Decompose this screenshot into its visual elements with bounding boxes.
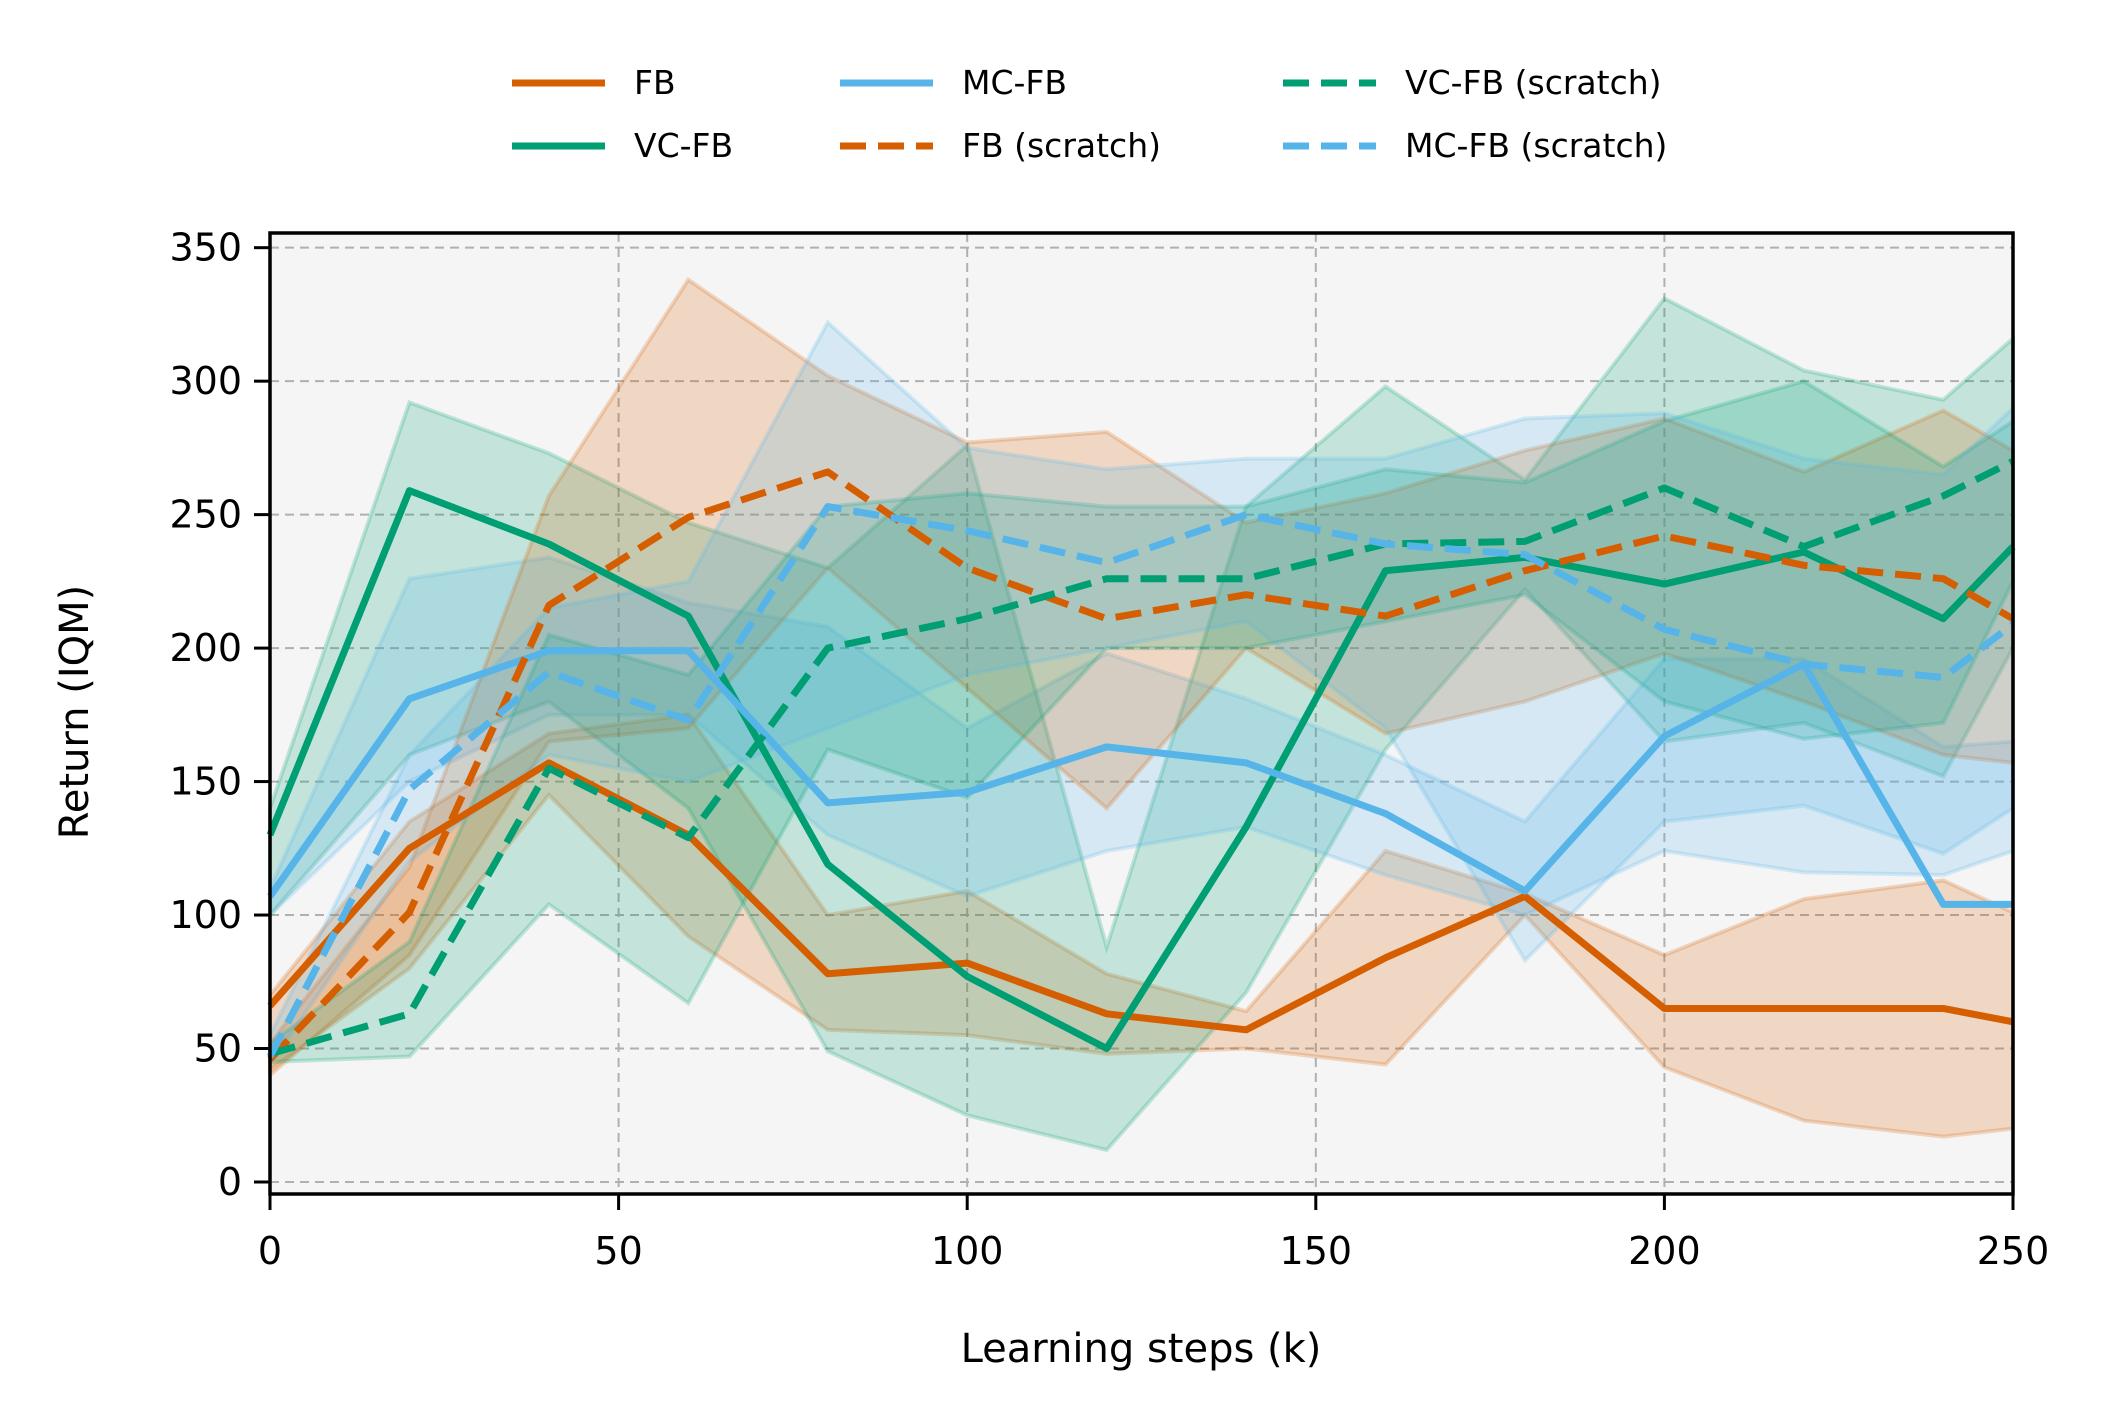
y-tick-label: 350: [169, 226, 242, 270]
y-tick-label: 50: [194, 1027, 242, 1071]
plot-background: [270, 233, 2013, 1194]
y-axis-label: Return (IQM): [52, 585, 98, 839]
legend-label: FB (scratch): [962, 126, 1161, 165]
grid: [269, 233, 2014, 1194]
x-tick-label: 100: [931, 1229, 1004, 1273]
y-tick-label: 150: [169, 760, 242, 804]
legend: FB VC-FB MC-FB FB (scratch) VC-FB (scratch) M…: [512, 63, 1667, 165]
series-lines: [266, 458, 2016, 1062]
x-axis-label: Learning steps (k): [961, 1326, 1322, 1372]
y-tick-label: 200: [169, 626, 242, 670]
line-mc-fb: [267, 647, 2013, 908]
y-tick-label: 100: [169, 893, 242, 937]
x-tick-label: 250: [1977, 1229, 2050, 1273]
line-fb: [267, 759, 2014, 1034]
line-vc-fb-scratch: [269, 458, 2015, 1058]
legend-label: MC-FB (scratch): [1405, 126, 1667, 165]
line-vc-fb: [266, 487, 2016, 1053]
legend-label: MC-FB: [962, 63, 1067, 102]
x-tick-label: 0: [258, 1229, 282, 1273]
x-tick-label: 200: [1628, 1229, 1701, 1273]
ticks: 0 50 100 150 200 250 300 350 0 50 100 150 200 250: [169, 226, 2049, 1273]
x-tick-label: 50: [594, 1229, 642, 1273]
x-tick-label: 150: [1280, 1229, 1353, 1273]
plot-frame: [268, 231, 2015, 1196]
line-fb-scratch: [267, 468, 2015, 1062]
line-mc-fb-scratch: [266, 503, 2016, 1059]
legend-label: VC-FB (scratch): [1405, 63, 1662, 102]
legend-label: VC-FB: [634, 126, 733, 165]
legend-label: FB: [634, 63, 676, 102]
y-tick-label: 250: [169, 493, 242, 537]
y-tick-label: 300: [169, 359, 242, 403]
y-tick-label: 0: [218, 1160, 242, 1204]
